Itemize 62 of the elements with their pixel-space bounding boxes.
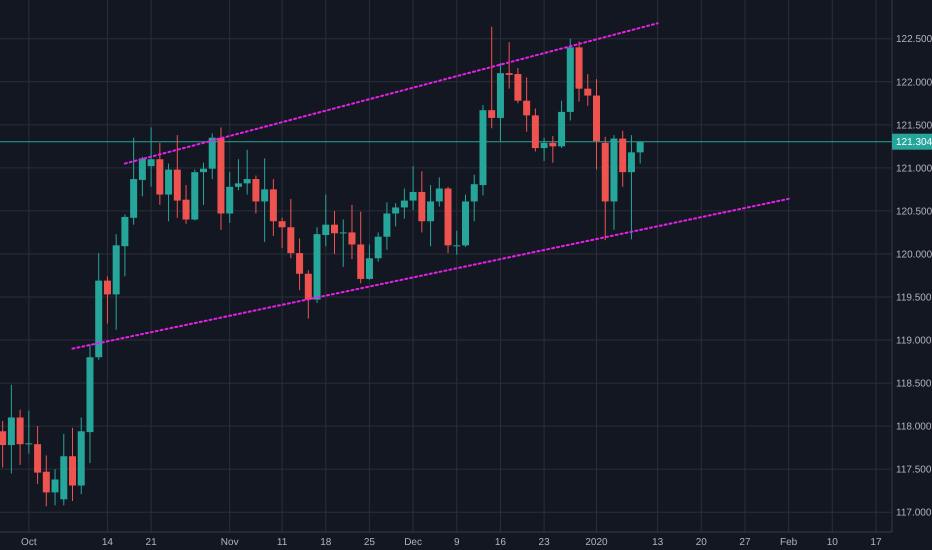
x-tick-label: 17 bbox=[870, 537, 882, 548]
candlestick bbox=[366, 244, 373, 280]
candlestick bbox=[25, 410, 32, 454]
candlestick bbox=[244, 149, 251, 196]
y-tick-label: 122.000 bbox=[896, 77, 932, 88]
candlestick bbox=[252, 175, 260, 214]
candlestick bbox=[278, 217, 286, 248]
x-tick-label: 18 bbox=[320, 537, 332, 548]
candlestick bbox=[234, 158, 242, 191]
candlestick bbox=[392, 202, 400, 227]
x-tick-label: Feb bbox=[780, 537, 798, 548]
candlestick bbox=[42, 454, 50, 507]
candlestick bbox=[400, 188, 408, 220]
candlestick bbox=[584, 74, 592, 106]
y-tick-label: 121.000 bbox=[896, 163, 932, 174]
x-tick-label: 11 bbox=[276, 537, 288, 548]
candlestick bbox=[331, 210, 338, 254]
y-tick-label: 121.500 bbox=[896, 120, 932, 132]
candlestick bbox=[296, 238, 304, 291]
x-tick-label: 21 bbox=[146, 537, 158, 548]
candlestick bbox=[383, 202, 390, 250]
candlestick bbox=[410, 166, 417, 211]
x-tick-label: 14 bbox=[102, 537, 114, 548]
candlestick bbox=[322, 194, 330, 247]
y-tick-label: 122.500 bbox=[896, 34, 932, 46]
y-tick-label: 119.500 bbox=[896, 292, 932, 304]
candlestick bbox=[470, 174, 478, 222]
x-tick-label: 23 bbox=[538, 537, 550, 548]
x-tick-label: Dec bbox=[404, 537, 422, 548]
candlestick bbox=[506, 42, 513, 90]
candlestick bbox=[488, 26, 496, 129]
ref-line-label: 121.304 bbox=[896, 137, 932, 148]
y-tick-label: 118.000 bbox=[896, 422, 932, 433]
candlestick bbox=[523, 76, 530, 132]
candlestick bbox=[52, 468, 59, 506]
candlestick bbox=[453, 230, 460, 256]
x-tick-label: 20 bbox=[696, 537, 708, 548]
x-tick-label: 13 bbox=[652, 537, 664, 548]
x-tick-label: Oct bbox=[21, 537, 37, 548]
candlestick bbox=[200, 162, 207, 206]
candlestick bbox=[436, 176, 443, 208]
candlestick bbox=[348, 204, 356, 260]
x-tick-label: 25 bbox=[364, 537, 376, 548]
y-tick-label: 120.000 bbox=[896, 249, 932, 260]
candlestick bbox=[104, 276, 111, 324]
y-tick-label: 118.500 bbox=[896, 378, 932, 390]
y-tick-label: 117.000 bbox=[896, 508, 932, 519]
y-tick-label: 119.000 bbox=[896, 336, 932, 347]
candlestick bbox=[549, 136, 556, 164]
x-tick-label: 10 bbox=[826, 537, 838, 548]
candlestick bbox=[261, 158, 268, 242]
x-tick-label: 9 bbox=[454, 537, 460, 548]
y-tick-label: 120.500 bbox=[896, 206, 932, 218]
candlestick bbox=[374, 232, 382, 262]
candlestick bbox=[427, 184, 434, 247]
candlestick bbox=[0, 420, 6, 468]
x-tick-label: Nov bbox=[220, 537, 239, 548]
x-tick-label: 27 bbox=[739, 537, 751, 548]
candlestick bbox=[340, 219, 347, 268]
y-tick-label: 117.500 bbox=[896, 464, 932, 476]
x-tick-label: 2020 bbox=[585, 537, 608, 548]
x-tick-label: 16 bbox=[494, 537, 506, 548]
